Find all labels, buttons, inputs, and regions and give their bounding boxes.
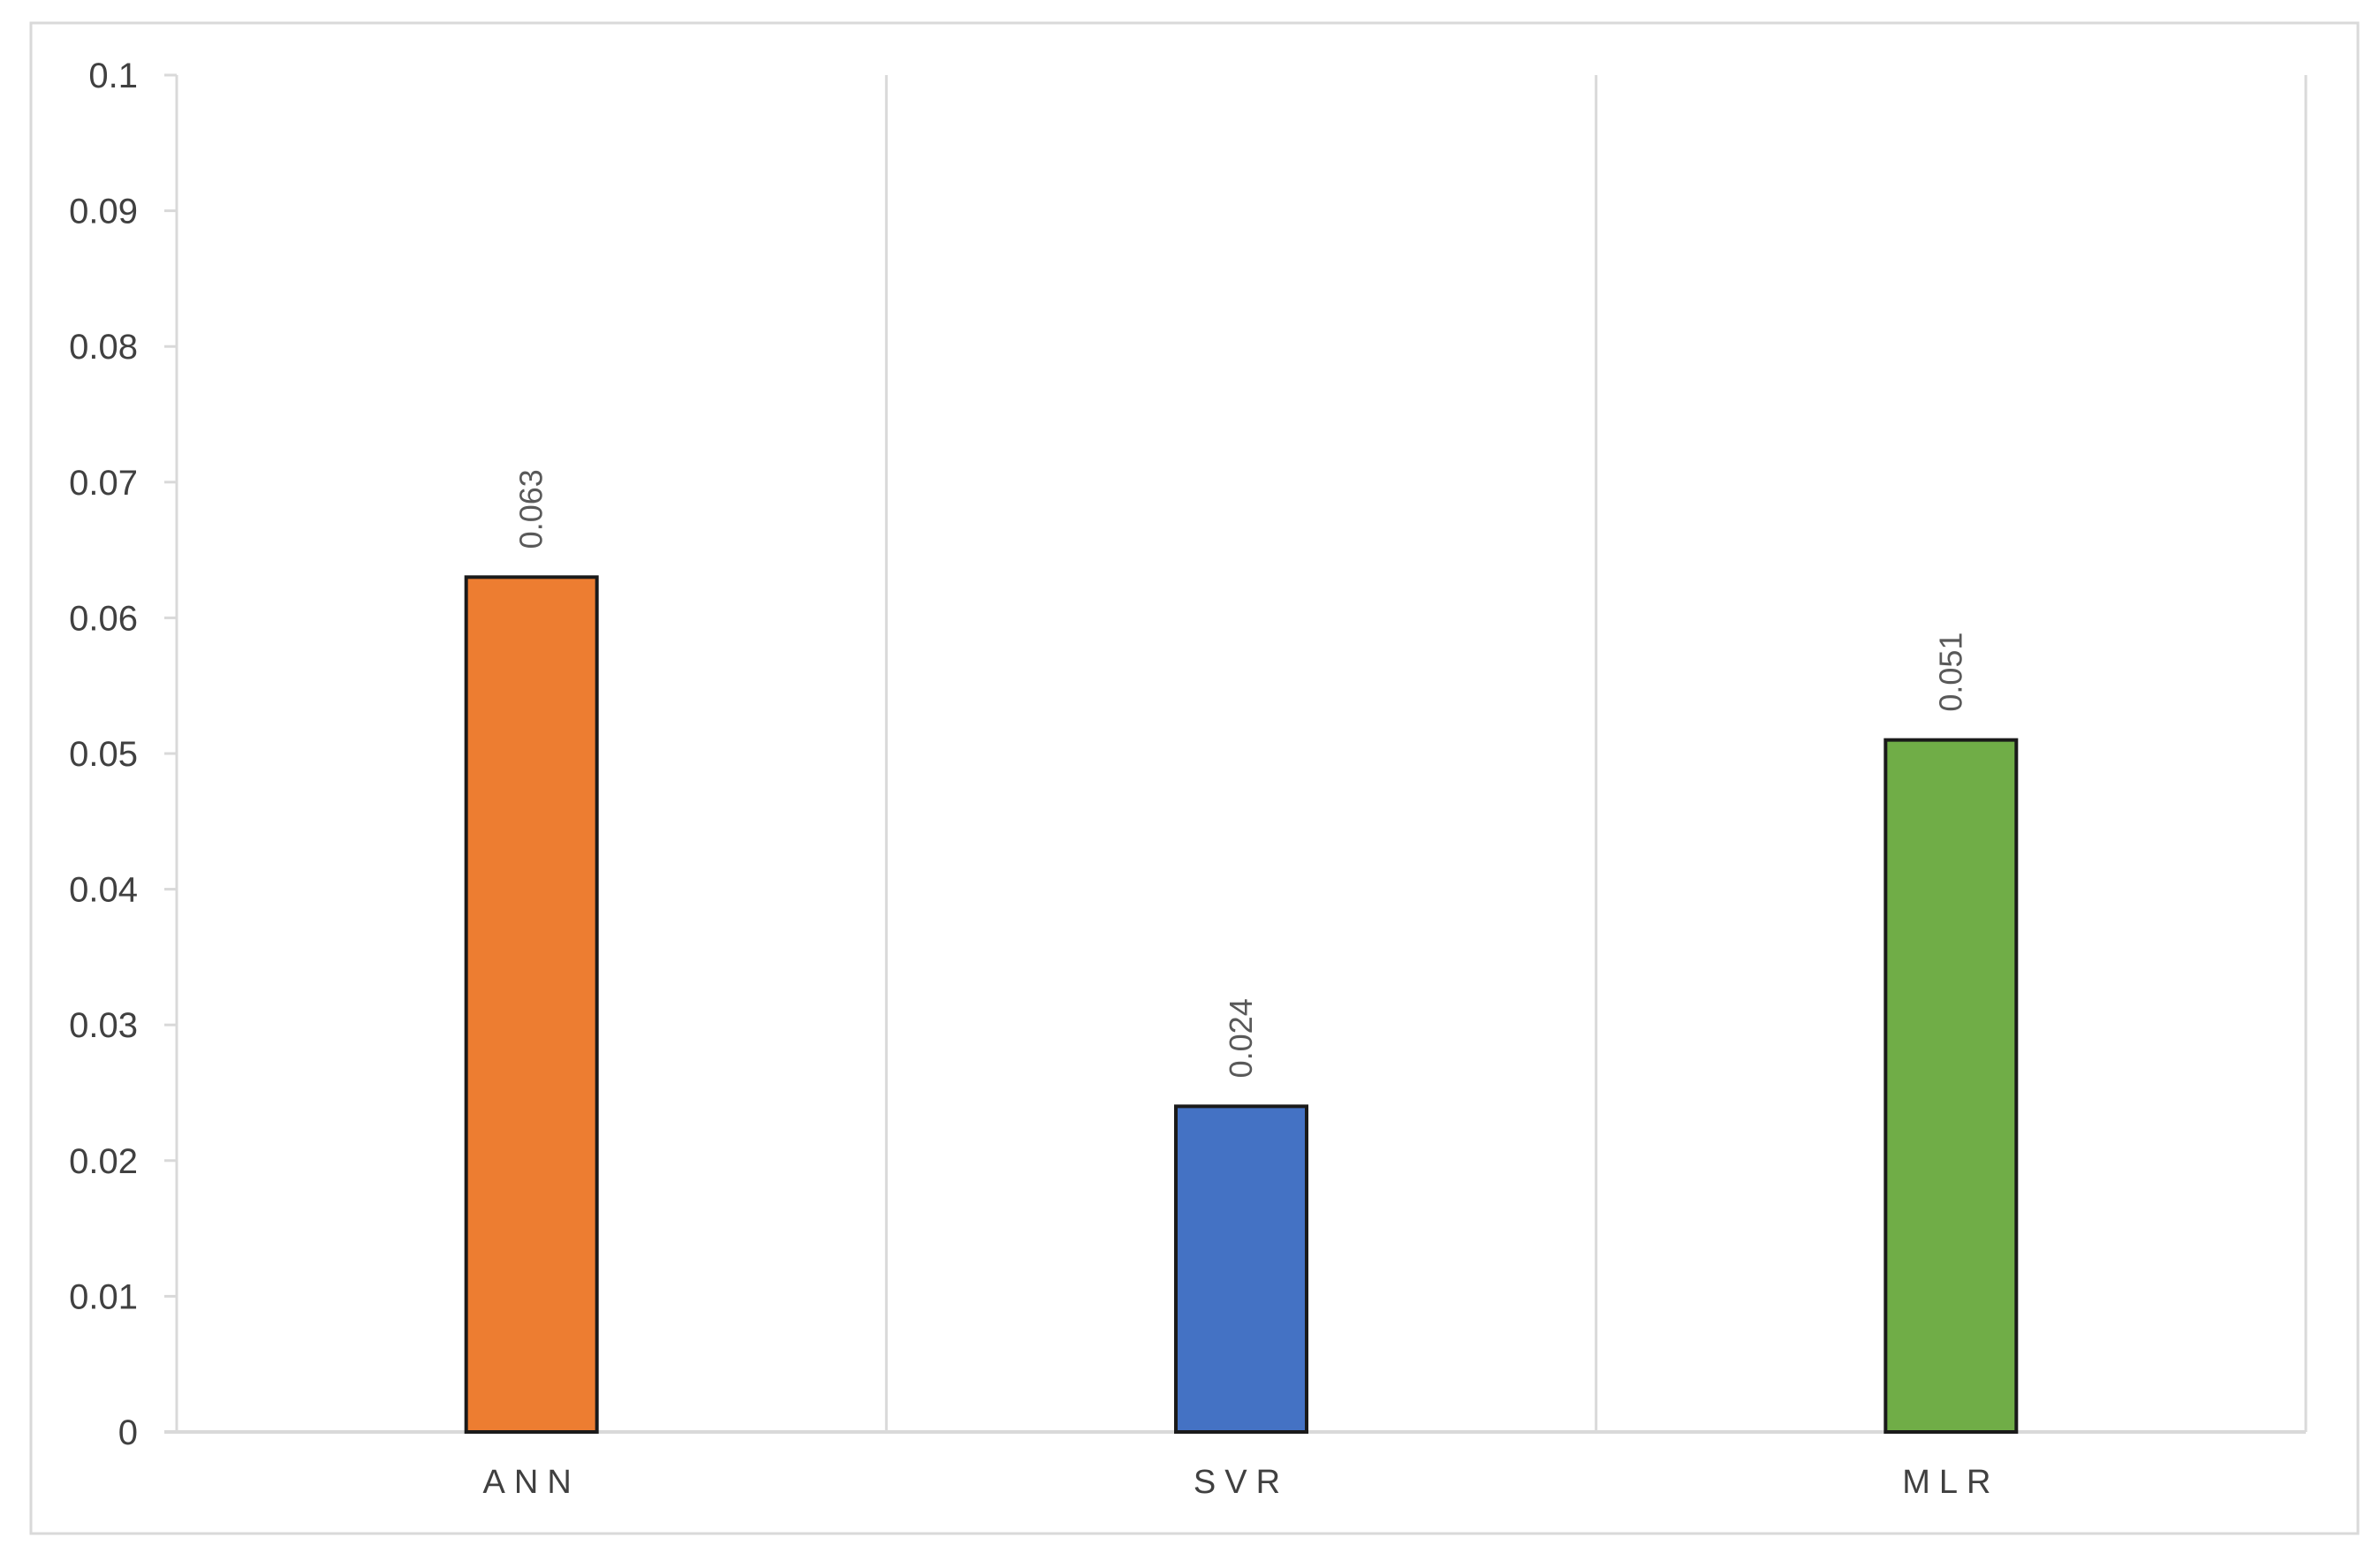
- x-tick-label-svr: SVR: [1194, 1464, 1289, 1501]
- y-tick-label: 0.09: [69, 193, 138, 231]
- bar-mlr: [1884, 738, 2019, 1434]
- y-tick-label: 0: [118, 1413, 138, 1452]
- y-tick-label: 0.04: [69, 871, 138, 910]
- x-tick-label-mlr: MLR: [1902, 1464, 1999, 1501]
- y-tick-label: 0.07: [69, 464, 138, 503]
- y-tick-label: 0.1: [88, 57, 138, 95]
- data-label-ann: 0.063: [513, 469, 550, 549]
- bar-ann: [464, 575, 599, 1434]
- y-tick-label: 0.02: [69, 1142, 138, 1181]
- y-tick-label: 0.08: [69, 328, 138, 367]
- bar-svr: [1174, 1104, 1308, 1434]
- y-tick-label: 0.05: [69, 735, 138, 774]
- x-tick-label-ann: ANN: [483, 1464, 580, 1501]
- y-tick-label: 0.03: [69, 1006, 138, 1045]
- y-tick-label: 0.01: [69, 1277, 138, 1316]
- y-tick-label: 0.06: [69, 599, 138, 638]
- x-axis-ticks: ANN SVR MLR: [483, 1464, 1999, 1501]
- data-labels: 0.063 0.024 0.051: [513, 469, 1969, 1078]
- data-label-mlr: 0.051: [1932, 633, 1968, 712]
- y-axis-ticks: 0 0.01 0.02 0.03 0.04 0.05 0.06 0.07 0.08 0.09 0.1: [69, 57, 177, 1452]
- bars: [464, 575, 2019, 1434]
- data-label-svr: 0.024: [1223, 998, 1259, 1078]
